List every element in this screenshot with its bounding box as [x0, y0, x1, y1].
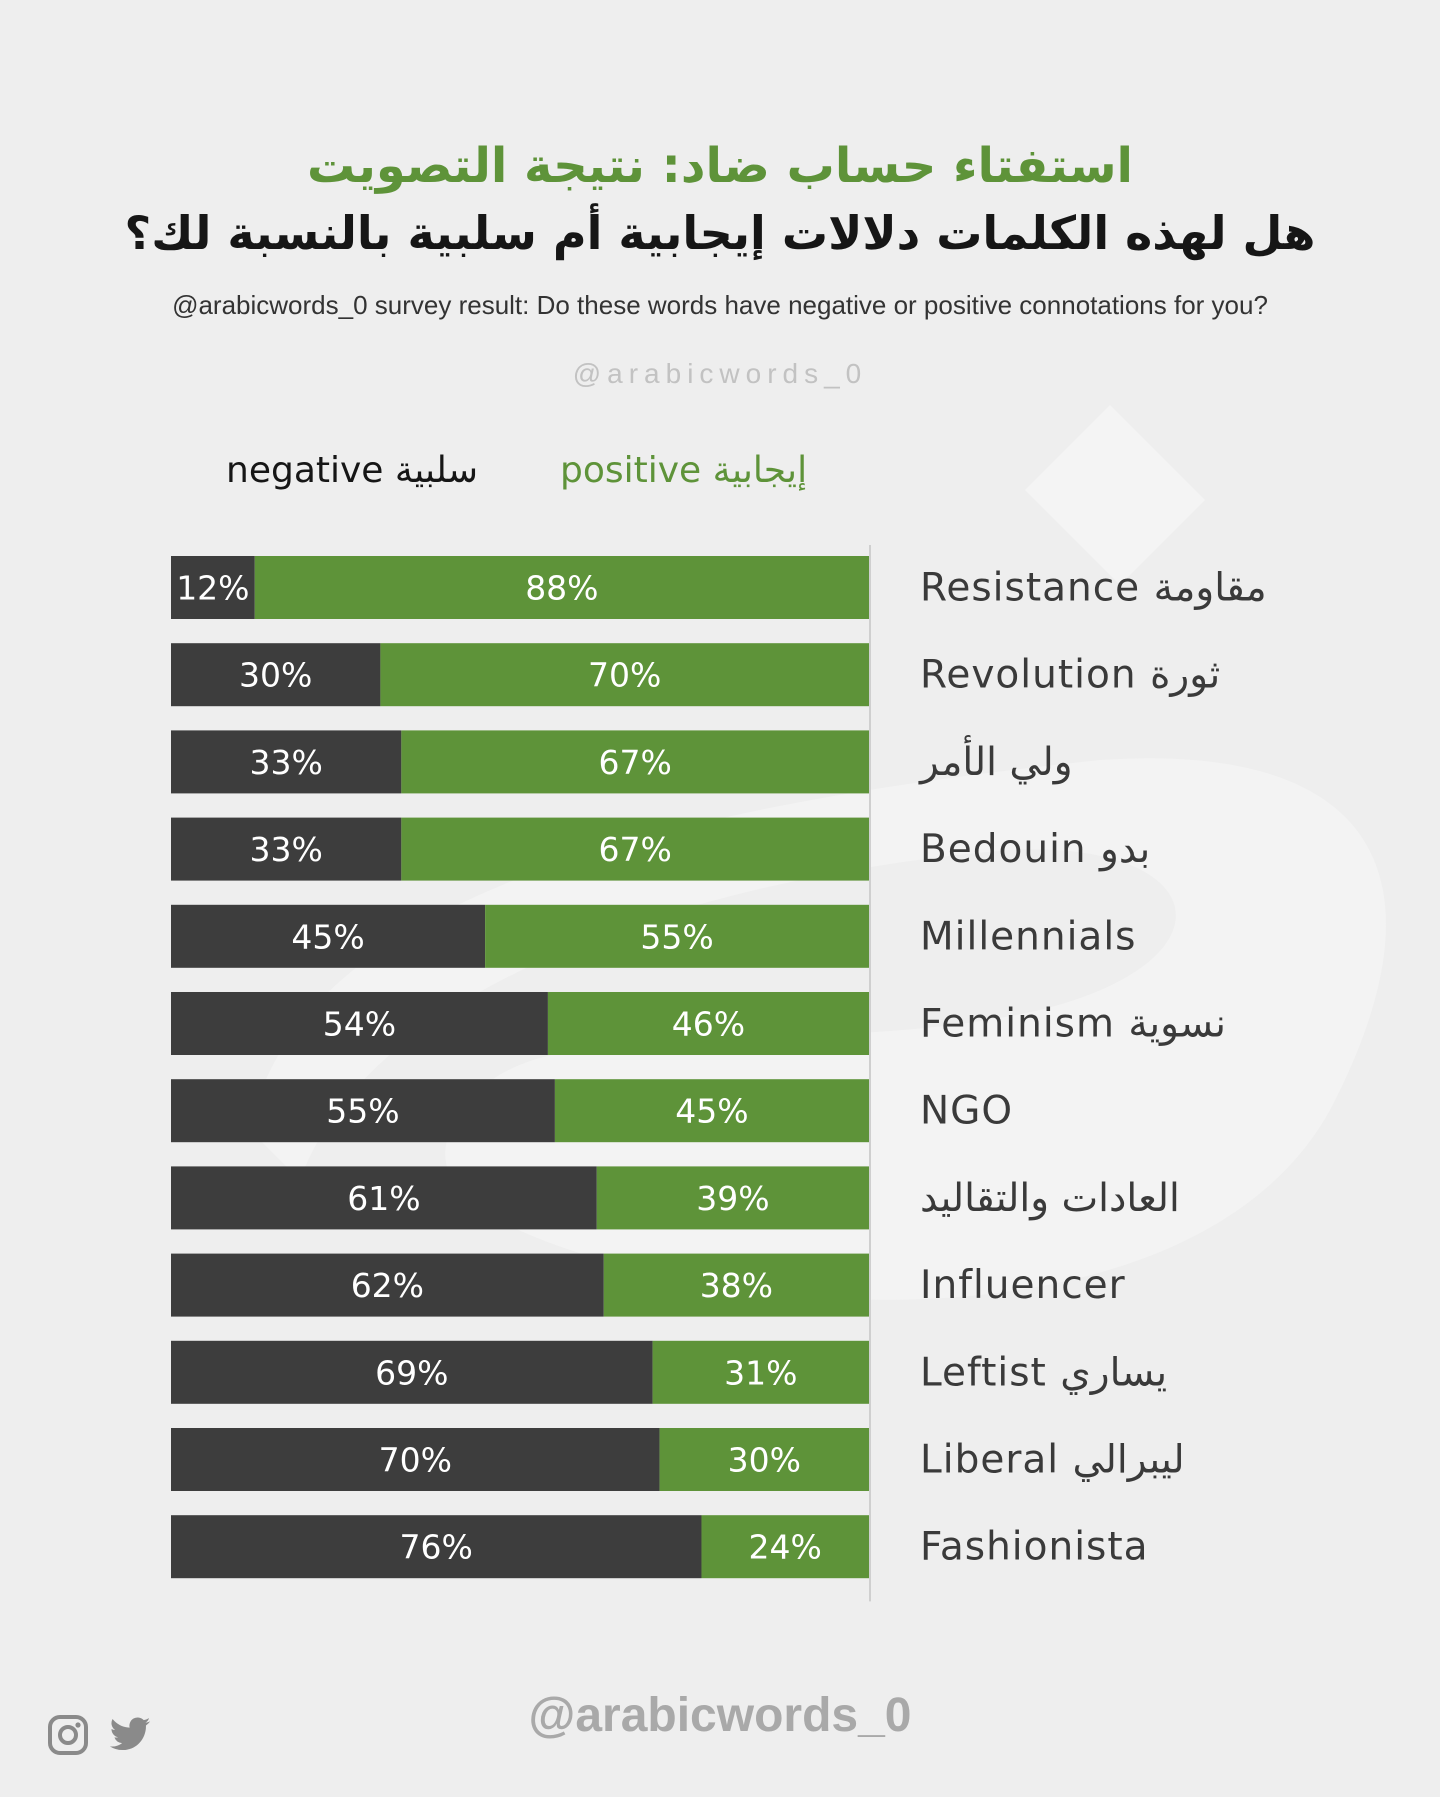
bar-negative [171, 1079, 555, 1143]
bar-label-negative: 54% [323, 1005, 396, 1044]
bar-negative [171, 730, 402, 794]
bar-negative [171, 1515, 702, 1579]
category-label: Fashionista [920, 1525, 1149, 1570]
bar-label-positive: 70% [588, 656, 661, 695]
bar-positive [485, 904, 869, 968]
category-label: Millennials [920, 914, 1136, 959]
bar-label-negative: 69% [375, 1353, 448, 1392]
category-label: العادات والتقاليد [920, 1176, 1180, 1221]
bar-label-positive: 38% [700, 1266, 773, 1305]
bar-positive [401, 730, 869, 794]
bar-label-negative: 55% [326, 1092, 399, 1131]
bar-label-positive: 88% [525, 569, 598, 608]
bar-label-negative: 45% [291, 917, 364, 956]
bar-label-negative: 33% [249, 743, 322, 782]
bar-negative [171, 1253, 604, 1317]
twitter-icon[interactable] [108, 1713, 152, 1757]
category-label: Feminism نسوية [920, 1002, 1226, 1047]
bar-label-positive: 31% [724, 1353, 797, 1392]
bar-negative [171, 1340, 653, 1404]
bar-positive [401, 817, 869, 881]
bar-positive [547, 992, 869, 1055]
bar-positive [603, 1253, 869, 1317]
bar-positive [254, 556, 869, 619]
bar-positive [652, 1340, 869, 1404]
page-title: استفتاء حساب ضاد: نتيجة التصويت [307, 138, 1133, 194]
bar-negative [171, 1428, 660, 1491]
instagram-icon[interactable] [46, 1713, 90, 1757]
bar-label-positive: 45% [675, 1092, 748, 1131]
category-label: ولي الأمر [918, 735, 1073, 785]
bar-label-negative: 30% [239, 656, 312, 695]
footer-handle: @arabicwords_0 [528, 1689, 912, 1742]
bar-negative [171, 643, 381, 707]
bar-label-negative: 33% [249, 830, 322, 869]
bar-label-positive: 46% [672, 1005, 745, 1044]
bar-positive [659, 1428, 869, 1491]
bar-negative [171, 556, 255, 619]
bar-label-positive: 24% [749, 1528, 822, 1567]
category-label: Liberal ليبرالي [920, 1438, 1185, 1483]
category-label: Revolution ثورة [920, 653, 1220, 698]
account-handle: @arabicwords_0 [572, 358, 868, 389]
page-subtitle-english: @arabicwords_0 survey result: Do these w… [172, 290, 1268, 320]
bar-negative [171, 992, 548, 1055]
category-label: Bedouin بدو [920, 827, 1150, 872]
bar-negative [171, 1166, 597, 1230]
category-label: Resistance مقاومة [920, 566, 1267, 611]
bar-label-negative: 76% [400, 1528, 473, 1567]
category-label: Leftist يساري [920, 1350, 1167, 1395]
bar-label-negative: 62% [351, 1266, 424, 1305]
bar-positive [701, 1515, 869, 1579]
category-label: NGO [920, 1089, 1013, 1134]
bar-label-positive: 67% [598, 830, 671, 869]
legend-positive: positive إيجابية [560, 450, 808, 491]
bar-positive [380, 643, 869, 707]
bar-positive [596, 1166, 869, 1230]
bar-label-negative: 70% [379, 1441, 452, 1480]
page-subtitle-arabic: هل لهذه الكلمات دلالات إيجابية أم سلبية … [124, 206, 1316, 260]
category-label: Influencer [920, 1263, 1126, 1308]
bar-label-positive: 39% [696, 1179, 769, 1218]
bar-negative [171, 904, 486, 968]
bar-negative [171, 817, 402, 881]
legend-negative: negative سلبية [226, 450, 478, 491]
bar-positive [554, 1079, 869, 1143]
bar-label-positive: 30% [728, 1441, 801, 1480]
bar-label-positive: 67% [598, 743, 671, 782]
bar-label-negative: 12% [176, 569, 249, 608]
bar-label-positive: 55% [640, 917, 713, 956]
bar-label-negative: 61% [347, 1179, 420, 1218]
